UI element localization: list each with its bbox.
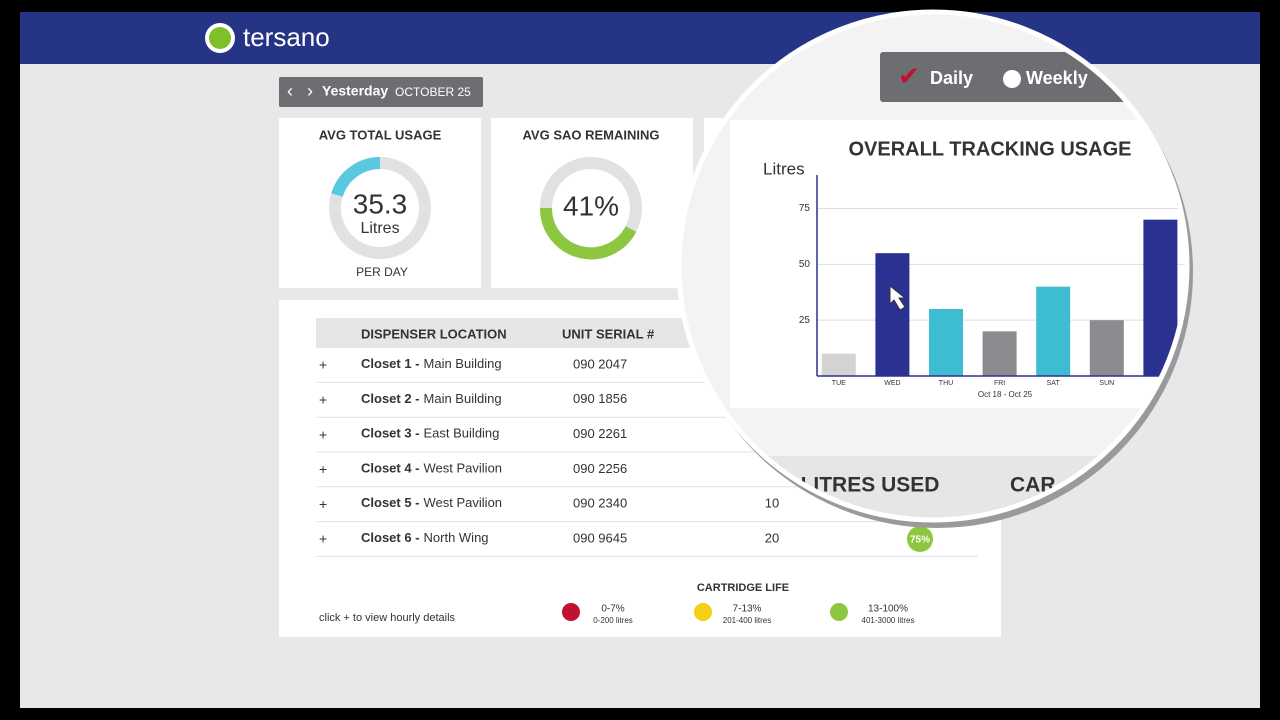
toggle-daily[interactable]: Daily: [930, 68, 973, 88]
legend-dot: [694, 603, 712, 621]
bar: [929, 309, 963, 376]
expand-button[interactable]: +: [319, 392, 327, 408]
logo: tersano: [243, 22, 330, 52]
serial: 090 2340: [573, 496, 627, 511]
x-tick-label: SUN: [1099, 380, 1114, 387]
location-building: West Pavilion: [424, 461, 503, 476]
card-value: 41%: [563, 190, 619, 221]
lens-rim: [676, 9, 1190, 523]
location-name: Closet 6 -: [361, 530, 420, 545]
card: [279, 118, 481, 288]
bar: [875, 253, 910, 376]
serial: 090 2256: [573, 461, 627, 476]
card-title: AVG TOTAL USAGE: [319, 127, 442, 142]
date-day: Yesterday: [322, 83, 388, 99]
bar: [1089, 320, 1124, 376]
column-header: CAR: [1010, 474, 1056, 497]
gauge-arc: [539, 207, 637, 260]
x-tick-label: THU: [939, 380, 953, 387]
card-value: 35.3: [353, 188, 408, 219]
gauge-arc: [331, 157, 381, 198]
card: [491, 118, 693, 288]
magnifier: ✔ Daily Weekly LITRES USED CAR OVERALL T…: [679, 12, 1187, 520]
legend-range: 13-100%: [868, 604, 908, 615]
location-building: Main Building: [424, 356, 502, 371]
toggle-weekly[interactable]: Weekly: [1026, 68, 1088, 88]
legend-litres: 401-3000 litres: [862, 616, 915, 625]
x-tick-label: SAT: [1047, 380, 1061, 387]
location: Closet 6 - North Wing: [361, 530, 489, 545]
bar: [821, 353, 856, 376]
serial: 090 2261: [573, 426, 627, 441]
legend-litres: 0-200 litres: [593, 616, 633, 625]
legend-dot: [830, 603, 848, 621]
location-name: Closet 4 -: [361, 461, 420, 476]
location: Closet 3 - East Building: [361, 426, 499, 441]
litres: 10: [765, 496, 779, 511]
column-header: UNIT SERIAL #: [562, 326, 655, 341]
legend-range: 0-7%: [601, 604, 624, 615]
prev-arrow[interactable]: ‹: [287, 81, 293, 101]
expand-button[interactable]: +: [319, 496, 327, 512]
location: Closet 2 - Main Building: [361, 391, 502, 406]
y-tick-label: 75: [799, 203, 811, 214]
card-title: AVG SAO REMAINING: [523, 127, 660, 142]
expand-button[interactable]: +: [319, 426, 327, 442]
location: Closet 1 - Main Building: [361, 356, 502, 371]
chart-title: OVERALL TRACKING USAGE: [849, 138, 1132, 160]
location-building: North Wing: [424, 530, 489, 545]
table-rows: + Closet 1 - Main Building 090 2047 + Closet …: [316, 356, 978, 557]
y-axis-label: Litres: [763, 159, 805, 178]
y-tick-label: 50: [799, 259, 811, 270]
serial: 090 2047: [573, 356, 627, 371]
bar: [982, 331, 1017, 376]
legend-title: CARTRIDGE LIFE: [697, 582, 789, 594]
y-tick-label: 25: [799, 315, 811, 326]
x-tick-label: TUE: [832, 380, 846, 387]
next-arrow[interactable]: ›: [307, 81, 313, 101]
date-nav[interactable]: [279, 77, 483, 107]
location-building: Main Building: [424, 391, 502, 406]
location-building: East Building: [424, 426, 500, 441]
legend-litres: 201-400 litres: [723, 616, 771, 625]
radio[interactable]: [1003, 70, 1021, 88]
date-label: OCTOBER 25: [395, 85, 471, 99]
x-axis-label: Oct 18 - Oct 25: [978, 390, 1033, 399]
serial: 090 9645: [573, 530, 627, 545]
logo-icon-inner: [209, 27, 231, 49]
card-unit: Litres: [360, 220, 399, 237]
location-building: West Pavilion: [424, 496, 503, 511]
bar: [1036, 286, 1071, 376]
card-caption: PER DAY: [356, 265, 408, 279]
location-name: Closet 3 -: [361, 426, 420, 441]
location: Closet 5 - West Pavilion: [361, 496, 502, 511]
location: Closet 4 - West Pavilion: [361, 461, 502, 476]
cartridge-label: 75%: [910, 535, 930, 546]
location-name: Closet 1 -: [361, 356, 420, 371]
legend-hint: click + to view hourly details: [319, 612, 456, 624]
location-name: Closet 2 -: [361, 391, 420, 406]
serial: 090 1856: [573, 391, 627, 406]
check-icon: ✔: [898, 61, 920, 91]
column-header: LITRES USED: [801, 474, 940, 497]
column-header: DISPENSER LOCATION: [361, 326, 507, 341]
cartridge-badge: [907, 526, 933, 552]
x-tick-label: FRI: [994, 380, 1005, 387]
litres: 20: [765, 530, 779, 545]
legend-range: 7-13%: [733, 604, 762, 615]
chart: OVERALL TRACKING USAGE Litres Oct 18 - Oct…: [763, 138, 1187, 399]
cursor: [889, 284, 907, 311]
expand-button[interactable]: +: [319, 531, 327, 547]
expand-button[interactable]: +: [319, 357, 327, 373]
expand-button[interactable]: +: [319, 461, 327, 477]
x-tick-label: WED: [884, 380, 900, 387]
legend-dot: [562, 603, 580, 621]
location-name: Closet 5 -: [361, 496, 420, 511]
